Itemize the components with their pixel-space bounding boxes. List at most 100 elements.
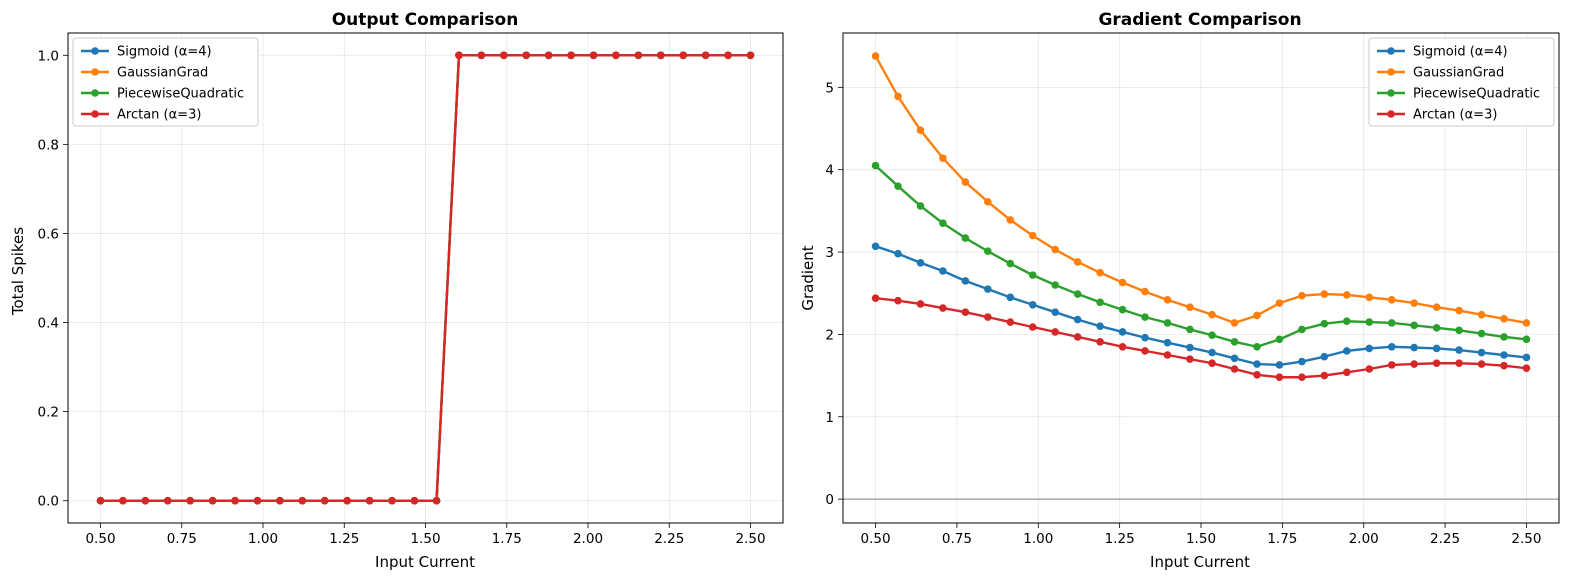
y-axis-label: Total Spikes <box>9 227 27 316</box>
data-point <box>1387 296 1396 304</box>
data-point <box>961 277 970 285</box>
data-point <box>589 51 598 60</box>
data-point <box>1387 342 1396 351</box>
y-tick-label: 0 <box>825 492 834 508</box>
data-point <box>1432 303 1441 312</box>
data-point <box>894 92 902 101</box>
data-point <box>1006 259 1015 268</box>
data-point <box>1141 347 1149 355</box>
y-tick-label: 3 <box>825 245 834 261</box>
data-point <box>1477 310 1486 319</box>
data-point <box>253 496 262 505</box>
x-tick-label: 2.50 <box>1511 531 1541 547</box>
data-point <box>1320 290 1329 298</box>
x-tick-label: 0.50 <box>85 531 115 547</box>
legend-item: Sigmoid (α=4) <box>1377 45 1508 60</box>
legend-label: PiecewiseQuadratic <box>1413 87 1540 102</box>
y-tick-label: 0.8 <box>38 137 59 153</box>
data-point <box>1298 291 1306 300</box>
data-point <box>1163 338 1172 347</box>
data-point <box>871 242 880 251</box>
data-point <box>1073 290 1082 298</box>
legend-label: GaussianGrad <box>117 66 208 81</box>
data-point <box>1253 360 1261 368</box>
data-point <box>1410 321 1418 330</box>
data-point <box>276 496 284 505</box>
data-point <box>186 496 194 505</box>
data-point <box>1096 268 1104 277</box>
data-point <box>961 178 970 186</box>
data-point <box>1208 359 1216 368</box>
data-point <box>939 304 947 312</box>
data-point <box>500 51 508 60</box>
legend-marker <box>1387 110 1395 118</box>
data-point <box>1028 300 1037 309</box>
data-point <box>1477 348 1486 357</box>
data-point <box>1410 360 1418 368</box>
data-point <box>961 308 970 316</box>
data-point <box>1275 335 1284 344</box>
data-point <box>1186 325 1194 334</box>
data-point <box>1298 373 1306 382</box>
x-axis-label: Input Current <box>1150 553 1250 571</box>
data-point <box>1230 365 1239 373</box>
y-ticks: 0 1 2 3 4 5 <box>825 80 843 508</box>
legend: Sigmoid (α=4) GaussianGrad PiecewiseQuadra… <box>1368 37 1555 127</box>
data-point <box>1253 370 1261 379</box>
data-point <box>432 496 441 505</box>
data-point <box>1208 331 1216 340</box>
legend-label: Arctan (α=3) <box>1413 108 1497 123</box>
data-point <box>1118 342 1127 351</box>
data-point <box>1455 306 1463 315</box>
data-point <box>984 247 992 256</box>
data-point <box>141 496 150 505</box>
data-point <box>1096 338 1104 346</box>
data-point <box>894 296 902 305</box>
y-ticks: 0.0 0.2 0.4 0.6 0.8 1.0 <box>38 48 68 510</box>
y-tick-label: 1.0 <box>38 48 59 64</box>
data-point <box>1230 338 1239 346</box>
y-tick-label: 5 <box>825 80 834 96</box>
data-point <box>1455 326 1463 335</box>
data-point <box>1141 287 1149 296</box>
data-point <box>1006 318 1015 326</box>
legend-item: PiecewiseQuadratic <box>81 87 244 102</box>
data-point <box>1320 371 1329 380</box>
output-comparison-panel: Output Comparison Input Current Total Sp… <box>9 10 784 571</box>
x-tick-label: 2.25 <box>1430 531 1460 547</box>
legend-label: PiecewiseQuadratic <box>117 87 244 102</box>
data-point <box>657 51 665 60</box>
series-lines <box>871 52 1531 382</box>
y-tick-label: 4 <box>825 163 834 179</box>
x-tick-label: 0.50 <box>861 531 891 547</box>
x-ticks: 0.50 0.75 1.00 1.25 1.50 1.75 2.00 2.25 2.50 <box>861 523 1541 547</box>
data-point <box>1006 293 1015 302</box>
data-point <box>1455 359 1463 368</box>
x-tick-label: 1.25 <box>1105 531 1135 547</box>
data-point <box>343 496 351 505</box>
data-point <box>1432 344 1441 353</box>
data-point <box>1253 311 1261 320</box>
series-lines <box>96 51 755 505</box>
data-point <box>1522 364 1531 372</box>
data-point <box>1051 245 1059 254</box>
data-point <box>916 300 925 308</box>
series-3 <box>871 294 1531 382</box>
data-point <box>939 219 947 228</box>
data-point <box>1500 314 1508 323</box>
data-point <box>746 51 755 60</box>
x-tick-label: 1.00 <box>248 531 278 547</box>
data-point <box>1387 319 1396 327</box>
series-1 <box>871 52 1531 327</box>
legend-marker <box>1387 68 1395 76</box>
data-point <box>679 51 688 60</box>
data-point <box>1230 319 1239 327</box>
data-point <box>1410 343 1418 352</box>
data-point <box>96 496 105 505</box>
data-point <box>1118 305 1127 314</box>
data-point <box>1477 360 1486 368</box>
data-point <box>1275 373 1284 382</box>
x-tick-label: 1.75 <box>1267 531 1297 547</box>
x-tick-label: 2.50 <box>735 531 765 547</box>
